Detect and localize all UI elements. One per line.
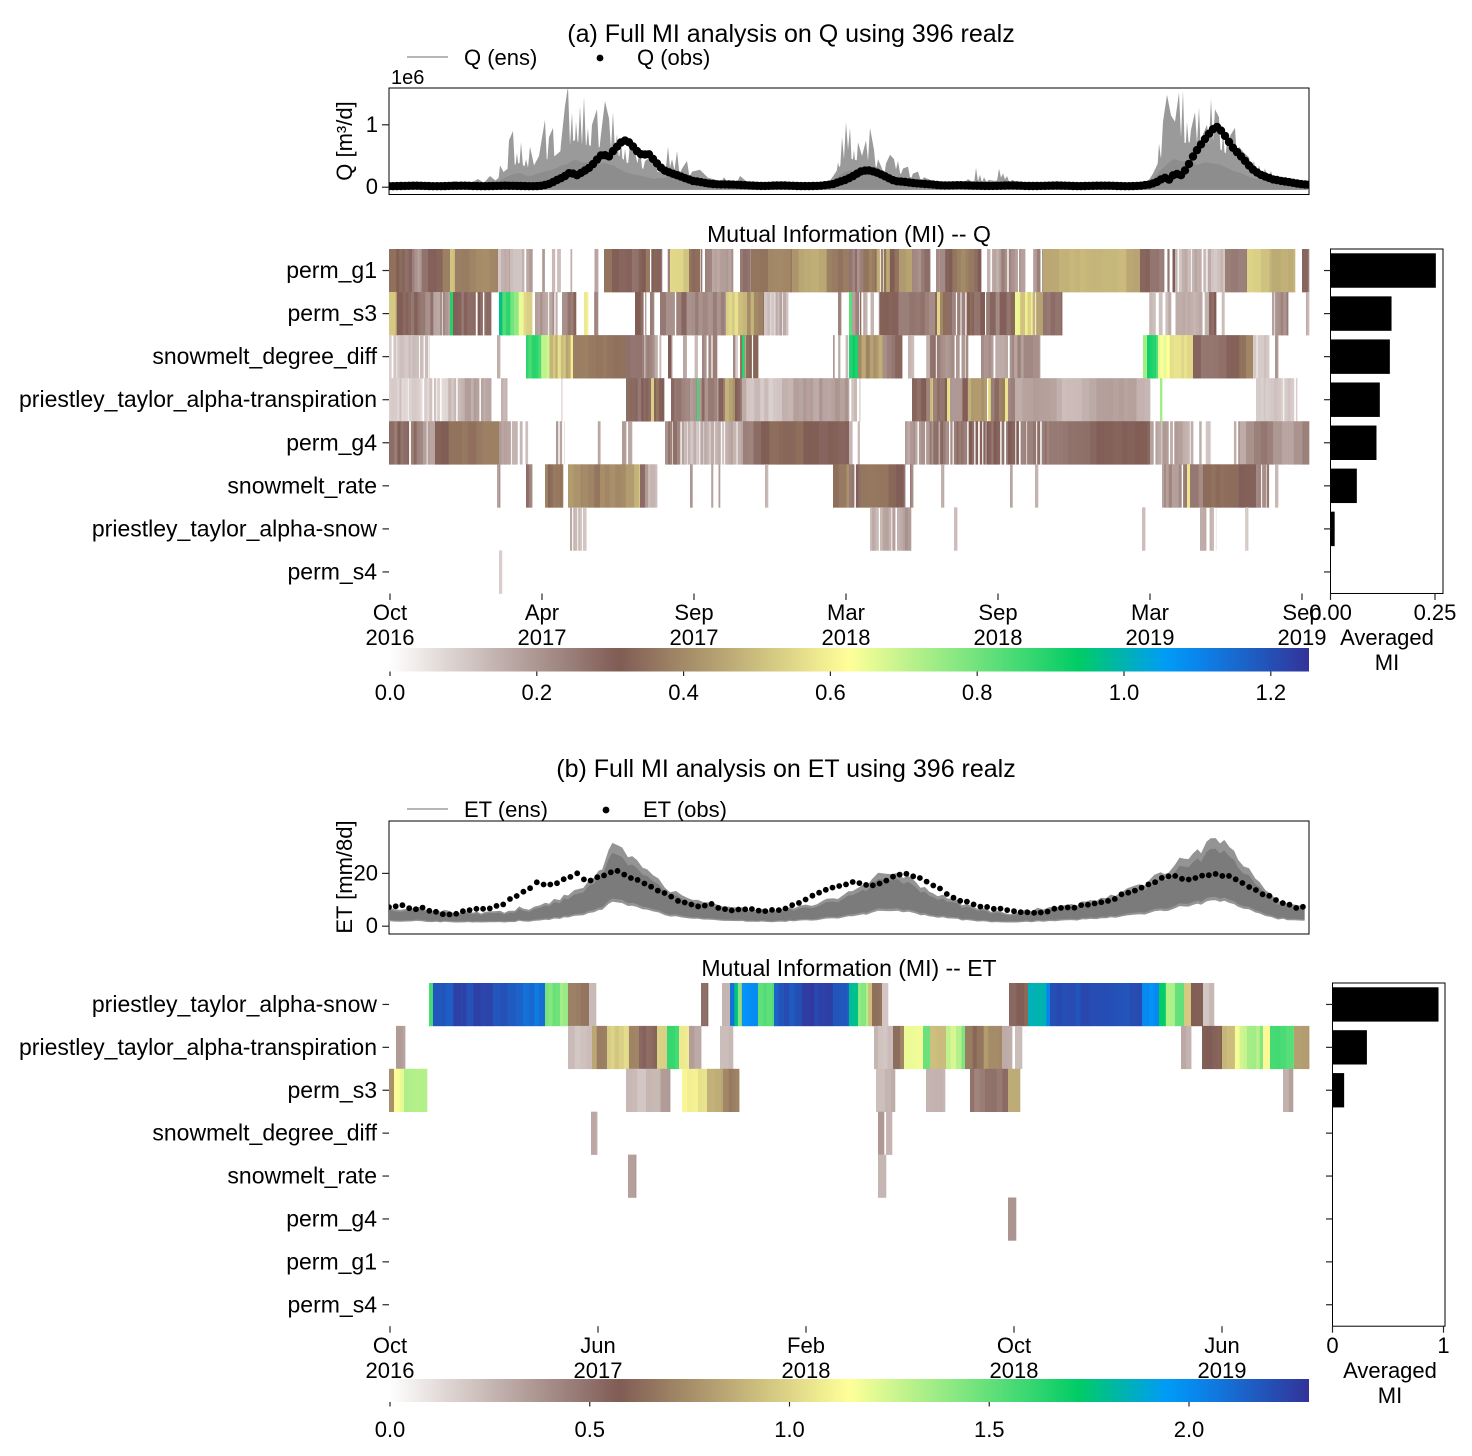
- svg-text:2019: 2019: [1126, 625, 1175, 650]
- svg-text:snowmelt_rate: snowmelt_rate: [227, 472, 377, 498]
- svg-text:priestley_taylor_alpha-transpi: priestley_taylor_alpha-transpiration: [19, 386, 377, 412]
- svg-text:ET (obs): ET (obs): [643, 797, 727, 822]
- svg-text:Sep: Sep: [978, 600, 1017, 625]
- svg-text:2018: 2018: [974, 625, 1023, 650]
- svg-text:Mar: Mar: [827, 600, 865, 625]
- svg-text:Sep: Sep: [674, 600, 713, 625]
- svg-text:0.0: 0.0: [375, 1417, 406, 1442]
- svg-text:snowmelt_rate: snowmelt_rate: [227, 1163, 377, 1189]
- svg-text:perm_s3: perm_s3: [288, 300, 377, 326]
- svg-text:0.2: 0.2: [522, 680, 553, 705]
- svg-text:Jun: Jun: [580, 1333, 615, 1358]
- svg-text:(a) Full MI analysis on Q usin: (a) Full MI analysis on Q using 396 real…: [567, 20, 1014, 48]
- svg-text:Averaged: Averaged: [1343, 1358, 1437, 1383]
- svg-text:2.0: 2.0: [1174, 1417, 1205, 1442]
- svg-text:Mutual Information (MI) -- Q: Mutual Information (MI) -- Q: [707, 221, 991, 247]
- svg-text:snowmelt_degree_diff: snowmelt_degree_diff: [152, 1120, 377, 1146]
- svg-text:0.6: 0.6: [815, 680, 846, 705]
- svg-text:priestley_taylor_alpha-snow: priestley_taylor_alpha-snow: [92, 991, 377, 1017]
- svg-text:2017: 2017: [574, 1358, 623, 1383]
- svg-text:1.0: 1.0: [1109, 680, 1140, 705]
- svg-text:Q (ens): Q (ens): [464, 45, 537, 70]
- svg-text:Apr: Apr: [525, 600, 559, 625]
- svg-text:perm_s3: perm_s3: [288, 1077, 377, 1103]
- svg-text:Averaged: Averaged: [1340, 625, 1434, 650]
- svg-text:Q [m³/d]: Q [m³/d]: [332, 101, 357, 180]
- svg-text:perm_g1: perm_g1: [286, 1248, 377, 1274]
- svg-text:perm_g4: perm_g4: [286, 429, 377, 455]
- svg-text:2018: 2018: [782, 1358, 831, 1383]
- svg-text:perm_g1: perm_g1: [286, 257, 377, 283]
- svg-text:2019: 2019: [1278, 625, 1327, 650]
- svg-text:20: 20: [354, 860, 378, 885]
- svg-text:priestley_taylor_alpha-snow: priestley_taylor_alpha-snow: [92, 515, 377, 541]
- svg-text:0.00: 0.00: [1309, 600, 1352, 625]
- svg-text:0: 0: [366, 913, 378, 938]
- svg-text:perm_s4: perm_s4: [288, 558, 378, 584]
- svg-text:1e6: 1e6: [391, 67, 424, 89]
- svg-text:2017: 2017: [670, 625, 719, 650]
- svg-text:1: 1: [1437, 1333, 1449, 1358]
- svg-text:Oct: Oct: [997, 1333, 1031, 1358]
- svg-text:0.0: 0.0: [375, 680, 406, 705]
- svg-text:0.4: 0.4: [668, 680, 699, 705]
- svg-text:Q (obs): Q (obs): [637, 45, 710, 70]
- svg-text:snowmelt_degree_diff: snowmelt_degree_diff: [152, 343, 377, 369]
- svg-text:0: 0: [366, 174, 378, 199]
- svg-text:(b) Full MI analysis on ET usi: (b) Full MI analysis on ET using 396 rea…: [556, 755, 1015, 783]
- svg-text:ET [mm/8d]: ET [mm/8d]: [332, 820, 357, 933]
- svg-text:0.5: 0.5: [574, 1417, 605, 1442]
- svg-text:Jun: Jun: [1204, 1333, 1239, 1358]
- svg-text:Oct: Oct: [373, 600, 407, 625]
- svg-text:Feb: Feb: [787, 1333, 825, 1358]
- svg-text:2018: 2018: [822, 625, 871, 650]
- svg-text:1.0: 1.0: [774, 1417, 805, 1442]
- svg-text:Oct: Oct: [373, 1333, 407, 1358]
- svg-text:MI: MI: [1378, 1383, 1402, 1408]
- svg-text:Mutual Information (MI) -- ET: Mutual Information (MI) -- ET: [701, 955, 996, 981]
- svg-text:0: 0: [1326, 1333, 1338, 1358]
- svg-text:1: 1: [366, 112, 378, 137]
- svg-text:ET (ens): ET (ens): [464, 797, 548, 822]
- svg-text:0.8: 0.8: [962, 680, 993, 705]
- svg-text:1.2: 1.2: [1256, 680, 1287, 705]
- svg-text:1.5: 1.5: [974, 1417, 1005, 1442]
- svg-text:perm_g4: perm_g4: [286, 1205, 377, 1231]
- svg-text:MI: MI: [1375, 650, 1399, 675]
- svg-text:0.25: 0.25: [1414, 600, 1457, 625]
- svg-text:Mar: Mar: [1131, 600, 1169, 625]
- svg-text:Sep: Sep: [1282, 600, 1321, 625]
- svg-text:2017: 2017: [518, 625, 567, 650]
- svg-text:2016: 2016: [366, 1358, 415, 1383]
- svg-text:priestley_taylor_alpha-transpi: priestley_taylor_alpha-transpiration: [19, 1034, 377, 1060]
- svg-text:perm_s4: perm_s4: [288, 1291, 378, 1317]
- svg-text:2019: 2019: [1198, 1358, 1247, 1383]
- svg-text:2018: 2018: [990, 1358, 1039, 1383]
- svg-text:2016: 2016: [366, 625, 415, 650]
